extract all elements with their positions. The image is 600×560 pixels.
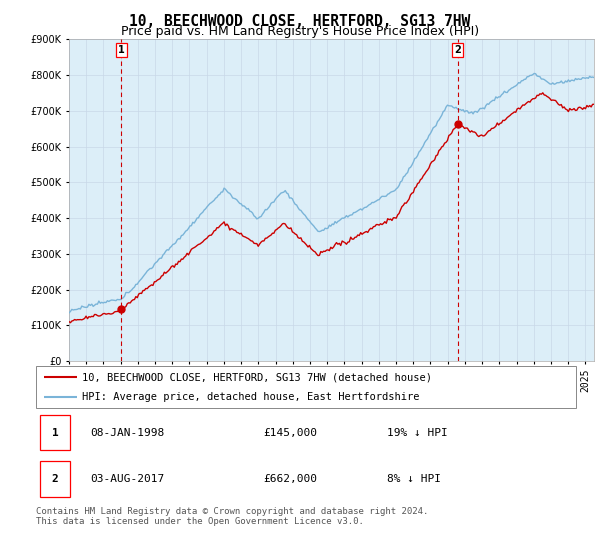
Text: Price paid vs. HM Land Registry's House Price Index (HPI): Price paid vs. HM Land Registry's House … — [121, 25, 479, 38]
Text: £662,000: £662,000 — [263, 474, 317, 484]
Text: 19% ↓ HPI: 19% ↓ HPI — [387, 428, 448, 438]
Text: 1: 1 — [118, 45, 125, 55]
FancyBboxPatch shape — [36, 366, 576, 408]
Text: 10, BEECHWOOD CLOSE, HERTFORD, SG13 7HW (detached house): 10, BEECHWOOD CLOSE, HERTFORD, SG13 7HW … — [82, 372, 432, 382]
Text: 1: 1 — [52, 428, 59, 438]
Text: 2: 2 — [52, 474, 59, 484]
FancyBboxPatch shape — [40, 416, 70, 450]
Text: 2: 2 — [454, 45, 461, 55]
Text: 03-AUG-2017: 03-AUG-2017 — [90, 474, 164, 484]
Text: £145,000: £145,000 — [263, 428, 317, 438]
Text: HPI: Average price, detached house, East Hertfordshire: HPI: Average price, detached house, East… — [82, 392, 419, 402]
Text: 8% ↓ HPI: 8% ↓ HPI — [387, 474, 441, 484]
Text: 08-JAN-1998: 08-JAN-1998 — [90, 428, 164, 438]
Text: Contains HM Land Registry data © Crown copyright and database right 2024.
This d: Contains HM Land Registry data © Crown c… — [36, 507, 428, 526]
Text: 10, BEECHWOOD CLOSE, HERTFORD, SG13 7HW: 10, BEECHWOOD CLOSE, HERTFORD, SG13 7HW — [130, 14, 470, 29]
FancyBboxPatch shape — [40, 461, 70, 497]
